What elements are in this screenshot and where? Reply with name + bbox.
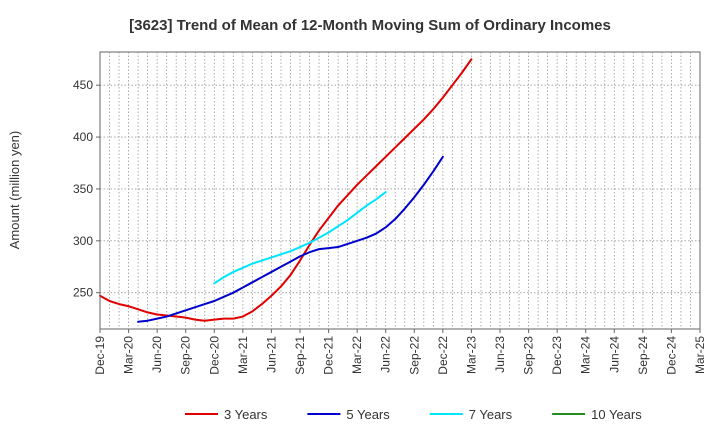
x-tick-label: Sep-20 (179, 336, 193, 375)
x-tick-label: Sep-24 (636, 336, 650, 375)
x-tick-label: Mar-20 (122, 336, 136, 374)
series-line-5-years (137, 155, 444, 323)
y-axis-ticks: 250 300 350 400 450 (73, 78, 100, 300)
x-tick-label: Dec-23 (550, 336, 564, 375)
series-line-3-years (99, 58, 473, 322)
x-tick-label: Dec-20 (207, 336, 221, 375)
y-tick-label: 350 (73, 182, 93, 196)
legend-label-3-years: 3 Years (224, 407, 268, 422)
chart-title: [3623] Trend of Mean of 12-Month Moving … (129, 17, 611, 34)
x-tick-label: Sep-22 (407, 336, 421, 375)
x-tick-label: Jun-23 (493, 336, 507, 373)
x-tick-label: Sep-23 (522, 336, 536, 375)
y-tick-label: 300 (73, 234, 93, 248)
legend: 3 Years 5 Years 7 Years 10 Years (185, 407, 642, 422)
x-tick-label: Jun-22 (379, 336, 393, 373)
x-tick-label: Dec-24 (664, 336, 678, 375)
plot-area (100, 52, 700, 329)
x-tick-label: Dec-21 (322, 336, 336, 375)
y-tick-label: 400 (73, 130, 93, 144)
series-line-7-years (213, 191, 387, 285)
x-tick-label: Mar-22 (350, 336, 364, 374)
x-tick-label: Mar-25 (693, 336, 707, 374)
x-tick-label: Mar-21 (236, 336, 250, 374)
x-tick-label: Mar-24 (579, 336, 593, 374)
x-tick-label: Jun-24 (607, 336, 621, 373)
grid (99, 52, 701, 329)
series-layer (99, 58, 473, 323)
legend-label-7-years: 7 Years (469, 407, 513, 422)
y-tick-label: 450 (73, 78, 93, 92)
x-tick-label: Dec-22 (436, 336, 450, 375)
x-tick-label: Sep-21 (293, 336, 307, 375)
legend-label-5-years: 5 Years (346, 407, 390, 422)
y-axis-label: Amount (million yen) (7, 131, 22, 250)
x-tick-label: Dec-19 (93, 336, 107, 375)
y-tick-label: 250 (73, 286, 93, 300)
x-tick-label: Jun-21 (264, 336, 278, 373)
x-tick-label: Jun-20 (150, 336, 164, 373)
plot-frame (99, 51, 701, 330)
x-axis-ticks: Dec-19 Mar-20 Jun-20 Sep-20 Dec-20 Mar-21 Jun-… (93, 329, 707, 375)
x-tick-label: Mar-23 (464, 336, 478, 374)
legend-label-10-years: 10 Years (591, 407, 642, 422)
